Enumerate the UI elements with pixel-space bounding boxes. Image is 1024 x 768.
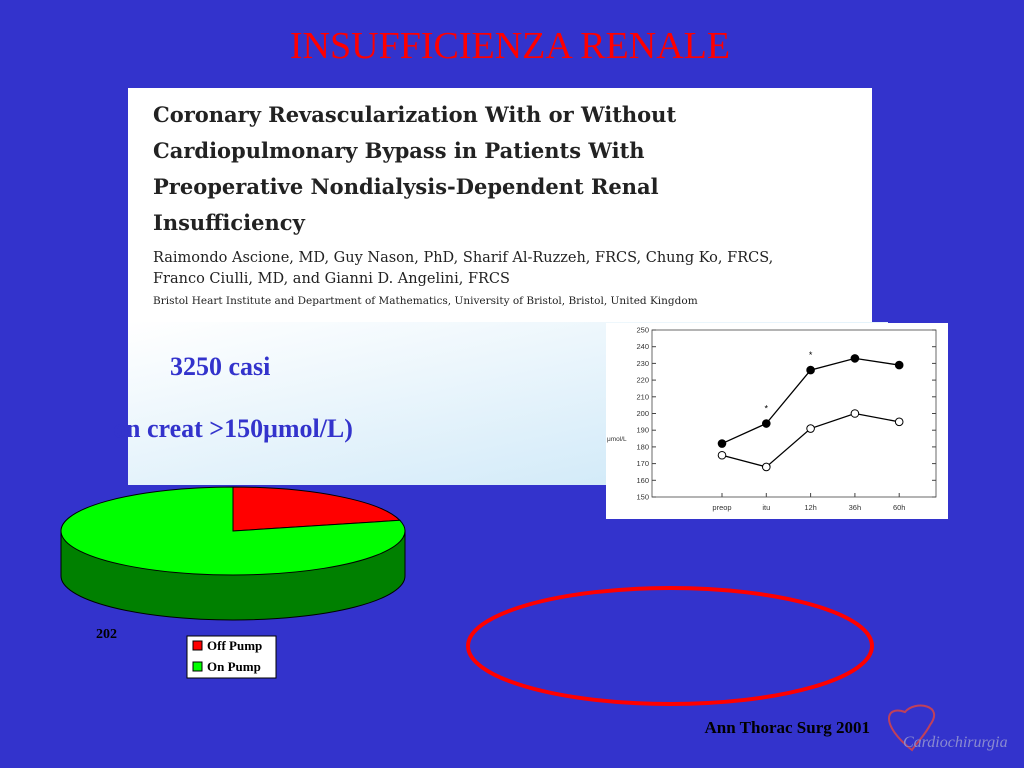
x-tick-label: 36h — [849, 503, 862, 512]
article-image — [128, 88, 872, 322]
y-tick-label: 250 — [636, 326, 649, 335]
logo: Cardiochirurgia — [903, 734, 1008, 751]
point — [762, 462, 771, 472]
slide-title: INSUFFICIENZA RENALE — [290, 25, 730, 67]
point — [894, 417, 904, 427]
article-title: Preoperative Nondialysis-Dependent Renal — [153, 174, 659, 199]
article-title: Coronary Revascularization With or Witho… — [153, 102, 676, 127]
annotation: * — [809, 350, 813, 360]
pie-slice — [60, 486, 406, 576]
highlight-ellipse — [466, 586, 874, 706]
x-tick-label: 60h — [893, 503, 906, 512]
point — [850, 409, 860, 418]
point — [806, 365, 815, 375]
line-chart-frame — [606, 323, 948, 519]
y-axis-label: μmol/L — [607, 436, 627, 443]
point — [762, 419, 771, 428]
point — [806, 424, 815, 433]
legend-label: On Pump — [207, 659, 261, 674]
y-tick-label: 210 — [636, 392, 649, 401]
logo-heart — [888, 704, 936, 752]
y-tick-label: 200 — [636, 409, 649, 418]
x-tick-label: preop — [712, 503, 731, 512]
y-tick-label: 180 — [636, 442, 649, 451]
pie-slice — [232, 486, 401, 532]
y-tick-label: 190 — [636, 426, 649, 435]
note: on creat >150μmol/L) — [113, 414, 353, 443]
legend-swatch — [192, 640, 203, 651]
point — [717, 439, 727, 448]
legend-label: Off Pump — [207, 638, 262, 653]
annotation: * — [765, 404, 769, 414]
x-tick-label: 12h — [804, 503, 817, 512]
y-tick-label: 150 — [636, 493, 649, 502]
article-title: Cardiopulmonary Bypass in Patients With — [153, 138, 645, 163]
data-label: 202 — [96, 627, 117, 642]
point — [717, 450, 727, 460]
y-tick-label: 240 — [636, 342, 649, 351]
y-tick-label: 220 — [636, 376, 649, 385]
article-title: Insufficiency — [153, 210, 306, 235]
y-tick-label: 230 — [636, 359, 649, 368]
y-tick-label: 160 — [636, 476, 649, 485]
article-authors: Raimondo Ascione, MD, Guy Nason, PhD, Sh… — [153, 250, 773, 266]
point — [850, 354, 860, 363]
x-tick-label: itu — [762, 503, 770, 512]
citation: Ann Thorac Surg 2001 — [705, 718, 870, 737]
y-tick-label: 170 — [636, 459, 649, 468]
article-affiliation: Bristol Heart Institute and Department o… — [153, 295, 698, 307]
note: 3250 casi — [170, 352, 270, 381]
point — [894, 360, 904, 370]
legend-swatch — [192, 661, 203, 672]
article-authors: Franco Ciulli, MD, and Gianni D. Angelin… — [153, 271, 510, 287]
